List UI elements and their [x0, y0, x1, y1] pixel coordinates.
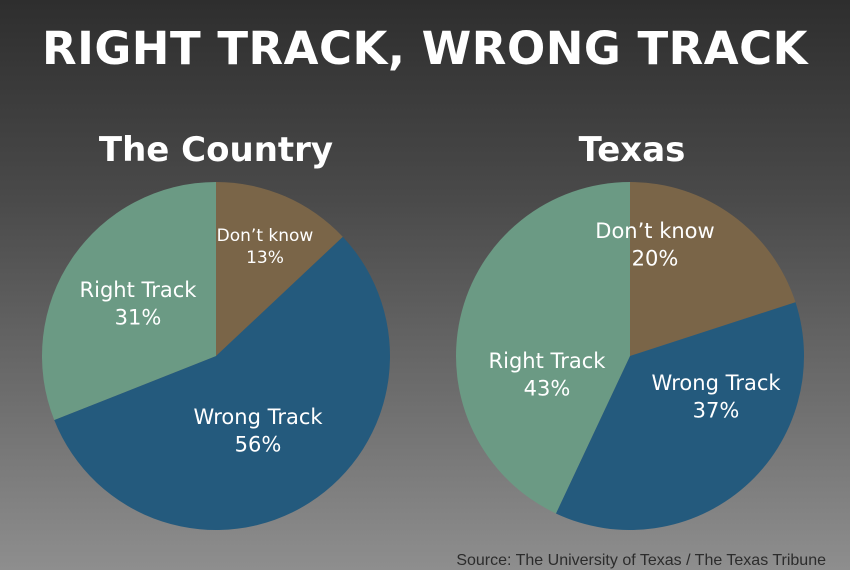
texas-pie-title: Texas [578, 130, 686, 170]
texas-slice-wrong-track [555, 302, 804, 530]
country-slice-wrong-track [54, 236, 390, 531]
country-slice-right-track [42, 182, 217, 421]
country-slice-don-t-know [216, 182, 343, 356]
source-note: Source: The University of Texas / The Te… [456, 552, 826, 569]
texas-label-right-track: Right Track [489, 349, 607, 373]
country-label-right-track: Right Track [80, 278, 198, 302]
country-value-right-track: 31% [115, 305, 162, 329]
texas-slice-right-track [456, 182, 630, 514]
texas-value-wrong-track: 37% [693, 398, 740, 422]
chart-title: RIGHT TRACK, WRONG TRACK [41, 22, 809, 75]
texas-value-don-t-know: 20% [632, 246, 679, 270]
country-label-wrong-track: Wrong Track [193, 405, 323, 429]
texas-label-wrong-track: Wrong Track [651, 371, 781, 395]
texas-label-don-t-know: Don’t know [595, 219, 714, 243]
country-value-don-t-know: 13% [246, 248, 284, 268]
country-pie-title: The Country [98, 130, 334, 170]
texas-value-right-track: 43% [524, 376, 571, 400]
country-value-wrong-track: 56% [235, 432, 282, 456]
texas-slice-don-t-know [630, 182, 796, 356]
country-label-don-t-know: Don’t know [217, 226, 314, 246]
